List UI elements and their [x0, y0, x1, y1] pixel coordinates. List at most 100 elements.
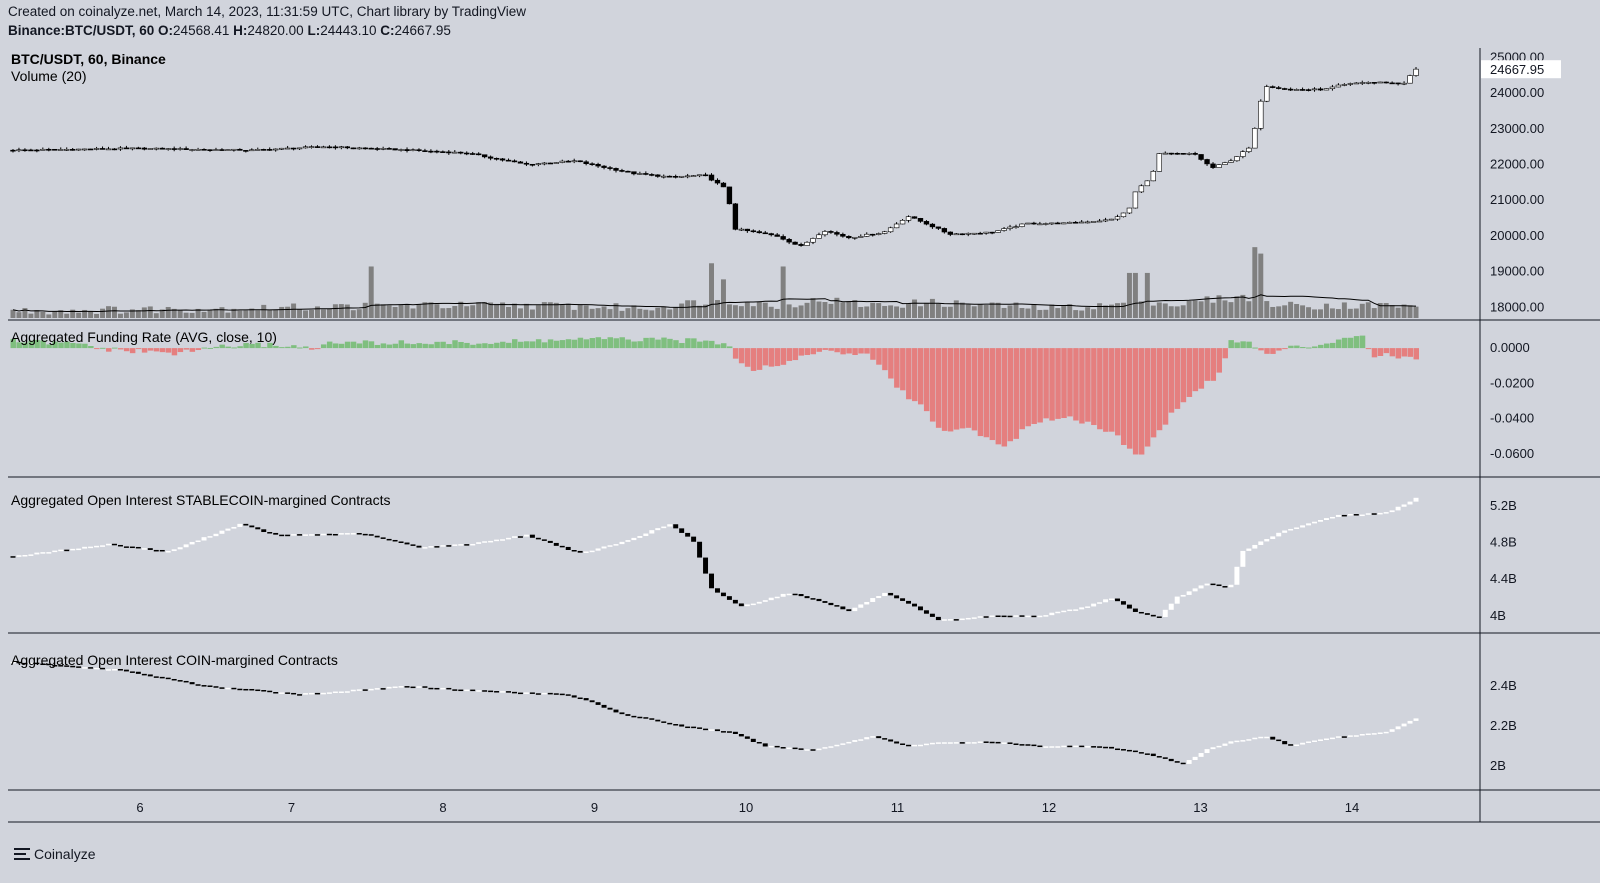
price-candle: [762, 232, 768, 235]
price-pane[interactable]: 25000.0024000.0023000.0022000.0021000.00…: [10, 49, 1562, 318]
volume-bar: [989, 302, 995, 318]
volume-bar: [923, 302, 929, 318]
volume-bar: [1192, 300, 1198, 318]
oi-coin-candle: [494, 691, 500, 693]
funding-bar: [422, 343, 428, 349]
oi-coin-candle: [1109, 746, 1115, 749]
funding-bar: [219, 344, 225, 349]
price-candle: [690, 175, 697, 177]
price-candle: [655, 174, 661, 177]
oi-stable-candle: [488, 540, 494, 543]
funding-bar: [965, 348, 972, 428]
oi-stable-pane[interactable]: 5.2B 4.8B 4.4B 4B: [10, 498, 1517, 623]
price-candle: [667, 175, 673, 178]
oi-stable-candle: [1371, 513, 1377, 515]
price-candle: [935, 226, 942, 229]
price-candle: [1067, 221, 1073, 224]
volume-bar: [506, 306, 512, 318]
ohlc-legend: Binance:BTC/USDT, 60 O:24568.41 H:24820.…: [8, 23, 451, 38]
volume-bar: [1067, 304, 1073, 318]
volume-bar: [750, 306, 756, 318]
volume-bar: [1288, 301, 1294, 318]
oi-coin-candle: [1210, 747, 1216, 750]
oi-coin-candle: [255, 689, 261, 692]
funding-bar: [822, 348, 828, 350]
oi-coin-candle: [947, 742, 953, 744]
oi-coin-tick-label: 2B: [1490, 758, 1506, 773]
oi-stable-candle: [517, 536, 523, 538]
oi-stable-candle: [1031, 615, 1037, 618]
time-axis[interactable]: 6 7 8 9 10 11 12 13 14: [136, 800, 1359, 815]
funding-bar: [577, 337, 584, 349]
oi-stable-candle: [1294, 527, 1300, 529]
oi-stable-candle: [983, 616, 989, 618]
oi-stable-candle: [1156, 616, 1162, 618]
oi-stable-candle: [959, 618, 965, 621]
funding-pane[interactable]: 0.0000 -0.0200 -0.0400 -0.0600: [10, 335, 1535, 461]
oi-stable-candle: [864, 601, 870, 605]
volume-bar: [756, 301, 762, 318]
funding-bar: [22, 342, 28, 349]
ohlc-close-value: 24667.95: [394, 23, 451, 38]
price-candle: [631, 171, 637, 175]
price-candle: [1401, 82, 1407, 85]
funding-bar: [720, 343, 727, 349]
oi-stable-candle: [422, 547, 428, 549]
price-candle: [768, 233, 774, 236]
volume-bar: [1335, 309, 1341, 318]
volume-bar: [553, 302, 559, 318]
funding-bar: [858, 348, 864, 354]
time-tick-label: 11: [891, 800, 905, 815]
oi-stable-candle: [1359, 514, 1365, 517]
funding-bar: [667, 338, 673, 349]
oi-coin-candle: [792, 747, 798, 750]
funding-bar: [500, 341, 506, 349]
oi-stable-candle: [428, 546, 434, 548]
coinalyze-brand[interactable]: Coinalyze: [14, 846, 95, 862]
volume-bar: [380, 304, 386, 318]
oi-coin-candle: [488, 690, 494, 693]
oi-coin-candle: [691, 726, 697, 729]
oi-stable-candle: [482, 541, 488, 543]
price-candle: [1162, 152, 1168, 155]
volume-bar: [619, 310, 625, 318]
chart-credit: Created on coinalyze.net, March 14, 2023…: [8, 4, 527, 19]
oi-coin-candle: [22, 662, 28, 665]
oi-coin-candle: [183, 680, 189, 683]
oi-coin-tick-label: 2.2B: [1490, 718, 1517, 733]
price-candle: [786, 238, 792, 243]
price-candle: [840, 233, 846, 237]
funding-bar: [464, 342, 470, 349]
volume-bar: [1395, 307, 1401, 318]
volume-bar: [22, 308, 28, 318]
volume-bar: [1097, 303, 1103, 318]
oi-coin-pane[interactable]: 2.4B 2.2B 2B: [10, 661, 1517, 773]
oi-stable-candle: [1109, 598, 1115, 601]
oi-coin-candle: [828, 746, 834, 748]
price-candle: [302, 146, 309, 149]
oi-coin-candle: [273, 691, 279, 694]
oi-coin-candle: [309, 692, 314, 695]
oi-coin-candle: [1132, 750, 1138, 753]
volume-bar: [482, 302, 488, 318]
price-candle: [446, 151, 452, 154]
price-candle: [1126, 207, 1133, 214]
price-candle: [1228, 160, 1234, 163]
oi-stable-candle: [320, 533, 326, 536]
oi-stable-candle: [1234, 566, 1240, 585]
oi-stable-candle: [1037, 615, 1043, 618]
oi-coin-candle: [1240, 740, 1246, 742]
oi-coin-candle: [1395, 726, 1401, 730]
price-candle: [1347, 83, 1354, 85]
funding-bar: [476, 343, 482, 349]
price-candle: [613, 168, 619, 171]
funding-bar: [691, 338, 697, 349]
funding-bar: [852, 348, 858, 355]
price-candle: [1156, 153, 1162, 172]
oi-coin-candle: [744, 736, 750, 739]
volume-bar: [780, 266, 786, 318]
price-candle: [314, 146, 321, 148]
price-candle: [1090, 221, 1097, 223]
oi-stable-candle: [380, 537, 386, 539]
